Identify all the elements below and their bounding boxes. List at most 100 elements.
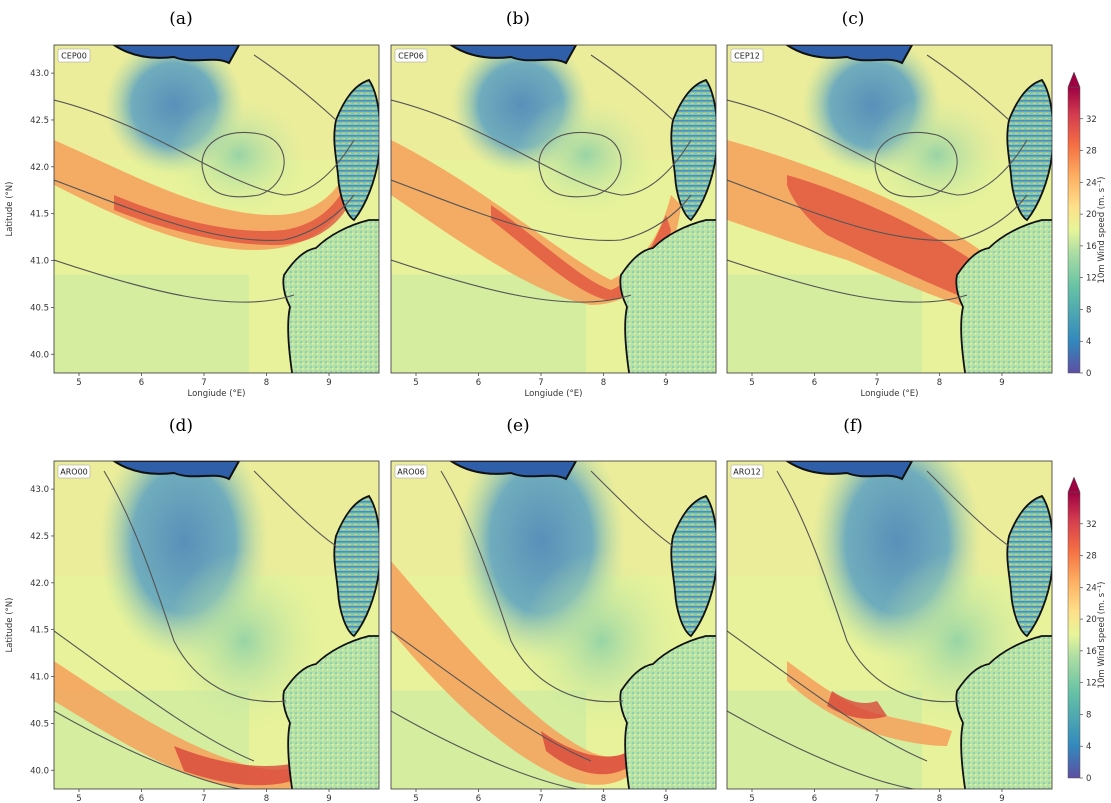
colorbar-tick-label: 0 (1086, 774, 1091, 784)
x-tick-label: 6 (812, 378, 817, 388)
x-tick-label: 6 (139, 794, 144, 803)
france-coast (785, 461, 914, 481)
plot-frame (53, 460, 380, 790)
panel-letter: (d) (169, 416, 193, 436)
x-tick-label: 7 (201, 378, 206, 388)
x-tick-label: 5 (749, 794, 754, 803)
high-wind-band (787, 661, 952, 746)
isobar-contour (727, 179, 1028, 242)
x-tick-label: 7 (874, 378, 879, 388)
x-tick-label: 8 (937, 378, 942, 388)
y-axis-label: Latitude (°N) (5, 598, 15, 653)
colorbar-gradient (1067, 491, 1081, 779)
wind-core (174, 746, 314, 786)
colorbar-tick-label: 32 (1086, 520, 1097, 530)
isobar-contour (391, 710, 581, 789)
x-tick-label: 6 (139, 378, 144, 388)
y-axis-label: Latitude (°N) (5, 182, 15, 237)
isobar-contour (391, 179, 692, 242)
colorbar-tick-label: 12 (1086, 274, 1097, 284)
sardinia-island (955, 635, 1052, 789)
x-tick-label: 8 (264, 378, 269, 388)
colorbar-tick-label: 32 (1086, 115, 1097, 125)
isobar-contour (590, 54, 674, 121)
run-tag-label: ARO00 (60, 468, 88, 477)
france-coast (785, 45, 914, 65)
isobar-contour (538, 131, 622, 198)
isobar-contour (926, 470, 1010, 547)
y-tick-label: 43.0 (30, 485, 49, 495)
colorbar-tick-label: 8 (1086, 710, 1091, 720)
x-tick-label: 8 (937, 794, 942, 803)
plot-frame (53, 44, 380, 374)
x-tick-label: 9 (326, 378, 331, 388)
high-wind-band (54, 140, 359, 250)
colorbar-tick-label: 24 (1086, 178, 1097, 188)
x-tick-label: 7 (874, 794, 879, 803)
colorbar-extend-arrow (1067, 476, 1081, 493)
colorbar-tick-label: 28 (1086, 147, 1097, 157)
sardinia-island (619, 219, 716, 373)
panel-letter: (b) (506, 9, 530, 29)
colorbar-label: 10m Wind speed (m. s⁻¹) (1097, 177, 1107, 284)
y-tick-label: 41.5 (30, 626, 49, 636)
wind-core (491, 205, 671, 300)
wind-core (541, 731, 636, 775)
isobar-contour (727, 710, 917, 789)
isobar-contour (727, 259, 968, 303)
colorbar-tick-label: 28 (1086, 552, 1097, 562)
isobar-contour (54, 259, 295, 303)
x-tick-label: 8 (264, 794, 269, 803)
colorbar-extend-arrow (1067, 71, 1081, 88)
x-tick-label: 5 (413, 378, 418, 388)
x-tick-label: 5 (749, 378, 754, 388)
map-panel-aro00: ARO005678940.040.541.041.542.042.543.0Lo… (5, 460, 380, 803)
colorbar-tick-label: 20 (1086, 210, 1097, 220)
isobar-contour (926, 54, 1010, 121)
run-tag-label: CEP00 (61, 52, 87, 61)
wind-core (827, 691, 887, 719)
run-tag: ARO12 (730, 464, 764, 479)
y-tick-label: 40.5 (30, 303, 49, 313)
run-tag-label: CEP12 (734, 52, 760, 61)
corsica-island (670, 494, 716, 638)
y-tick-label: 42.5 (30, 116, 49, 126)
x-tick-label: 6 (476, 794, 481, 803)
colorbar-tick-label: 24 (1086, 583, 1097, 593)
colorbar-gradient (1067, 86, 1081, 374)
map-panel-aro06: ARO0656789Longiude (°E) (390, 460, 717, 803)
plot-frame (390, 44, 717, 374)
y-tick-label: 40.0 (30, 350, 49, 360)
x-tick-label: 7 (201, 794, 206, 803)
sardinia-island (955, 219, 1052, 373)
run-tag: ARO00 (57, 464, 91, 479)
france-coast (112, 45, 241, 65)
plot-frame (726, 44, 1053, 374)
isobar-contour (103, 470, 287, 703)
run-tag-label: CEP06 (398, 52, 424, 61)
run-tag: CEP12 (730, 48, 764, 63)
france-coast (112, 461, 241, 481)
x-tick-label: 8 (601, 378, 606, 388)
isobar-contour (590, 470, 674, 547)
france-coast (449, 45, 578, 65)
plot-frame (726, 460, 1053, 790)
x-tick-label: 9 (999, 378, 1004, 388)
isobar-contour (253, 54, 337, 121)
y-tick-label: 42.5 (30, 532, 49, 542)
colorbar-tick-label: 0 (1086, 369, 1091, 379)
corsica-island (333, 78, 379, 222)
y-tick-label: 41.0 (30, 257, 49, 267)
colorbar-tick-label: 16 (1086, 647, 1097, 657)
colorbar-tick-label: 4 (1086, 742, 1091, 752)
isobar-contour (391, 259, 632, 303)
y-tick-label: 41.0 (30, 673, 49, 683)
run-tag: CEP00 (57, 48, 91, 63)
x-axis-label: Longiude (°E) (525, 389, 583, 399)
x-tick-label: 5 (76, 794, 81, 803)
corsica-island (1006, 494, 1052, 638)
isobar-contour (54, 710, 244, 789)
x-tick-label: 7 (538, 794, 543, 803)
x-tick-label: 5 (76, 378, 81, 388)
y-tick-label: 41.5 (30, 210, 49, 220)
